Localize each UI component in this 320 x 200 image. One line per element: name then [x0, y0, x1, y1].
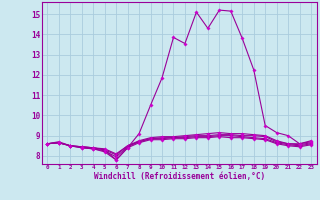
X-axis label: Windchill (Refroidissement éolien,°C): Windchill (Refroidissement éolien,°C): [94, 172, 265, 181]
